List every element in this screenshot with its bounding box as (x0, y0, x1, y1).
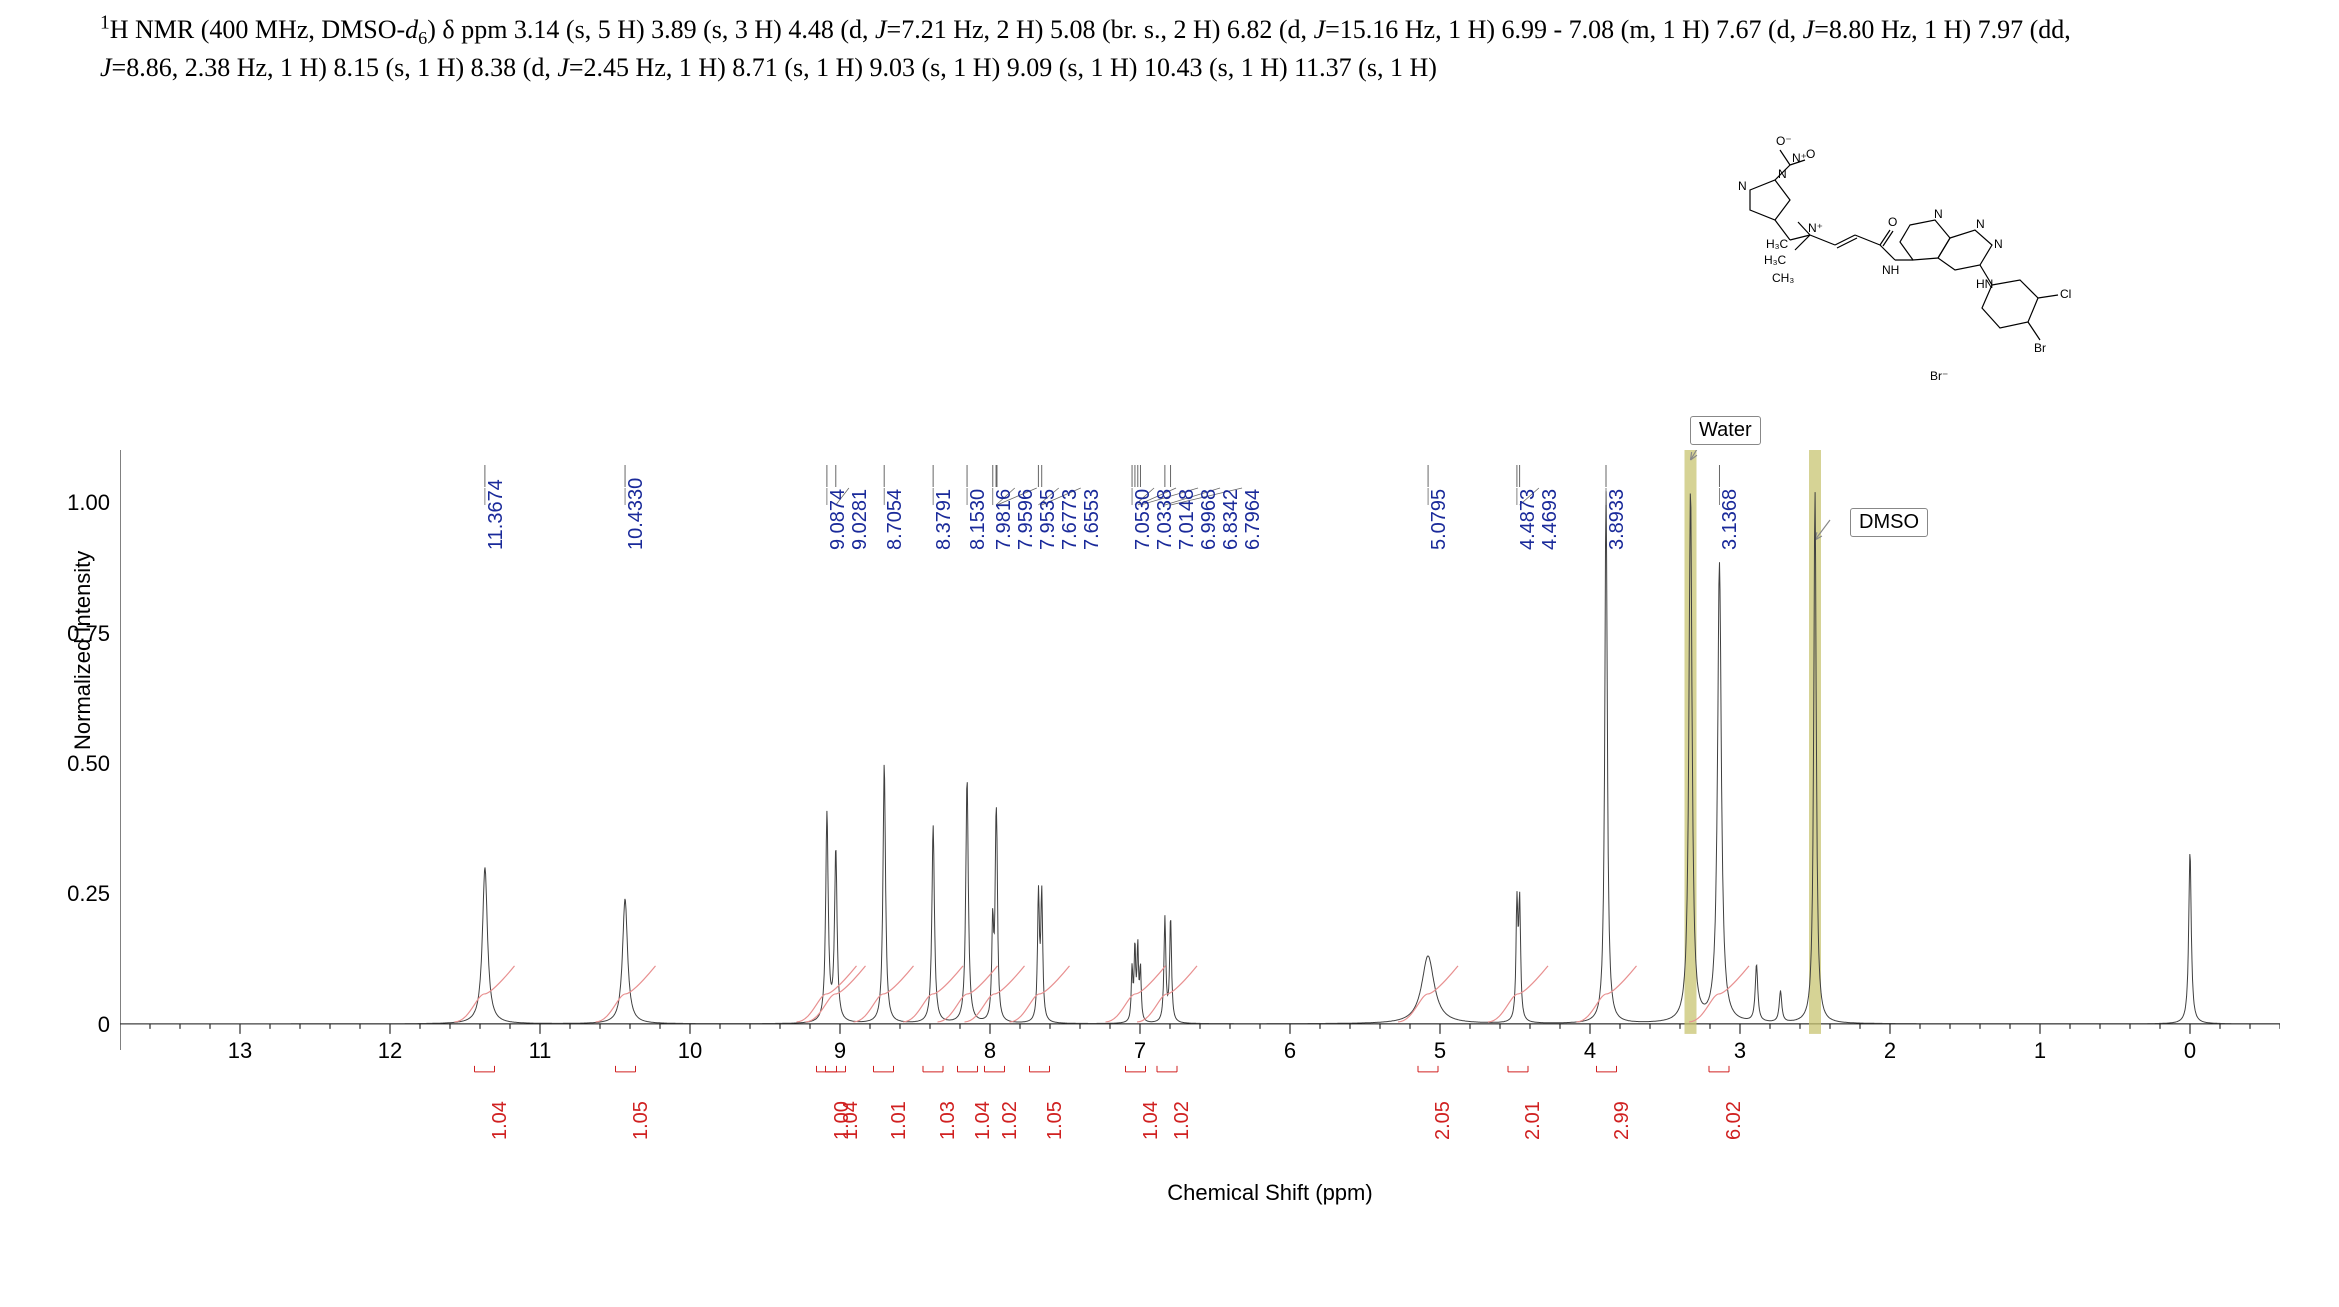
xtick-label: 9 (820, 1038, 860, 1064)
svg-text:O: O (1806, 147, 1815, 161)
integral-label: 6.02 (1723, 1101, 1746, 1140)
peak-label: 8.3791 (933, 489, 956, 550)
svg-text:N: N (1994, 237, 2003, 251)
nmr-text: 1H NMR (400 MHz, DMSO-d6) δ ppm 3.14 (s,… (100, 15, 2071, 83)
peak-label: 7.9816 (993, 489, 1016, 550)
svg-text:N⁺: N⁺ (1808, 221, 1823, 235)
integral-label: 1.05 (630, 1101, 653, 1140)
structure-svg: O⁻ N⁺ O N N H₃C N⁺ H₃C CH₃ O N N N NH HN… (1680, 130, 2100, 430)
peak-label: 7.0530 (1132, 489, 1155, 550)
svg-text:HN: HN (1976, 277, 1993, 291)
peak-label: 10.4330 (625, 478, 648, 550)
peak-label: 7.9535 (1037, 489, 1060, 550)
peak-label: 7.0148 (1176, 489, 1199, 550)
chemical-structure: O⁻ N⁺ O N N H₃C N⁺ H₃C CH₃ O N N N NH HN… (1680, 130, 2100, 430)
peak-label: 3.1368 (1719, 489, 1742, 550)
svg-text:O⁻: O⁻ (1776, 134, 1792, 148)
nmr-description: 1H NMR (400 MHz, DMSO-d6) δ ppm 3.14 (s,… (100, 10, 2150, 86)
xtick-label: 6 (1270, 1038, 1310, 1064)
integral-label: 1.02 (999, 1101, 1022, 1140)
svg-text:CH₃: CH₃ (1772, 271, 1794, 285)
peak-label: 7.6773 (1059, 489, 1082, 550)
plot-svg (120, 450, 2280, 1170)
peak-label: 4.4873 (1517, 489, 1540, 550)
integral-label: 1.05 (1044, 1101, 1067, 1140)
svg-text:N: N (1976, 217, 1985, 231)
integral-label: 1.03 (937, 1101, 960, 1140)
ytick-label: 0 (60, 1012, 110, 1038)
integral-label: 1.04 (840, 1101, 863, 1140)
xtick-label: 4 (1570, 1038, 1610, 1064)
peak-label: 8.1530 (967, 489, 990, 550)
integral-label: 1.04 (1140, 1101, 1163, 1140)
xtick-label: 10 (670, 1038, 710, 1064)
svg-text:N: N (1778, 167, 1787, 181)
xtick-label: 11 (520, 1038, 560, 1064)
x-axis-label: Chemical Shift (ppm) (1120, 1180, 1420, 1206)
xtick-label: 2 (1870, 1038, 1910, 1064)
y-axis-label: Normalized Intensity (70, 551, 96, 750)
svg-text:H₃C: H₃C (1766, 237, 1789, 251)
peak-label: 9.0874 (827, 489, 850, 550)
svg-text:Cl: Cl (2060, 287, 2071, 301)
peak-label: 6.9968 (1198, 489, 1221, 550)
peak-label: 7.0338 (1154, 489, 1177, 550)
ytick-label: 0.50 (60, 751, 110, 777)
ytick-label: 0.75 (60, 621, 110, 647)
integral-label: 2.01 (1522, 1101, 1545, 1140)
xtick-label: 1 (2020, 1038, 2060, 1064)
peak-label: 8.7054 (884, 489, 907, 550)
water-annotation: Water (1690, 416, 1761, 445)
peak-label: 6.8342 (1220, 489, 1243, 550)
xtick-label: 12 (370, 1038, 410, 1064)
xtick-label: 5 (1420, 1038, 1460, 1064)
integral-label: 1.04 (489, 1101, 512, 1140)
integral-label: 2.05 (1432, 1101, 1455, 1140)
page-root: 1H NMR (400 MHz, DMSO-d6) δ ppm 3.14 (s,… (0, 0, 2339, 1307)
svg-text:Br⁻: Br⁻ (1930, 369, 1948, 383)
xtick-label: 13 (220, 1038, 260, 1064)
svg-text:O: O (1888, 215, 1897, 229)
integral-label: 1.01 (888, 1101, 911, 1140)
peak-label: 7.9596 (1015, 489, 1038, 550)
peak-label: 7.6553 (1081, 489, 1104, 550)
integral-label: 2.99 (1611, 1101, 1634, 1140)
peak-label: 3.8933 (1606, 489, 1629, 550)
xtick-label: 3 (1720, 1038, 1760, 1064)
peak-label: 9.0281 (849, 489, 872, 550)
peak-label: 5.0795 (1428, 489, 1451, 550)
svg-text:Br: Br (2034, 341, 2046, 355)
integral-label: 1.02 (1171, 1101, 1194, 1140)
peak-label: 11.3674 (485, 479, 508, 550)
svg-text:NH: NH (1882, 263, 1899, 277)
nmr-plot (120, 450, 2280, 1170)
xtick-label: 0 (2170, 1038, 2210, 1064)
peak-label: 6.7964 (1242, 489, 1265, 550)
ytick-label: 0.25 (60, 881, 110, 907)
ytick-label: 1.00 (60, 490, 110, 516)
xtick-label: 7 (1120, 1038, 1160, 1064)
svg-text:N: N (1934, 207, 1943, 221)
svg-text:H₃C: H₃C (1764, 253, 1787, 267)
xtick-label: 8 (970, 1038, 1010, 1064)
integral-label: 1.04 (972, 1101, 995, 1140)
svg-text:N⁺: N⁺ (1792, 151, 1807, 165)
svg-text:N: N (1738, 179, 1747, 193)
peak-label: 4.4693 (1539, 489, 1562, 550)
